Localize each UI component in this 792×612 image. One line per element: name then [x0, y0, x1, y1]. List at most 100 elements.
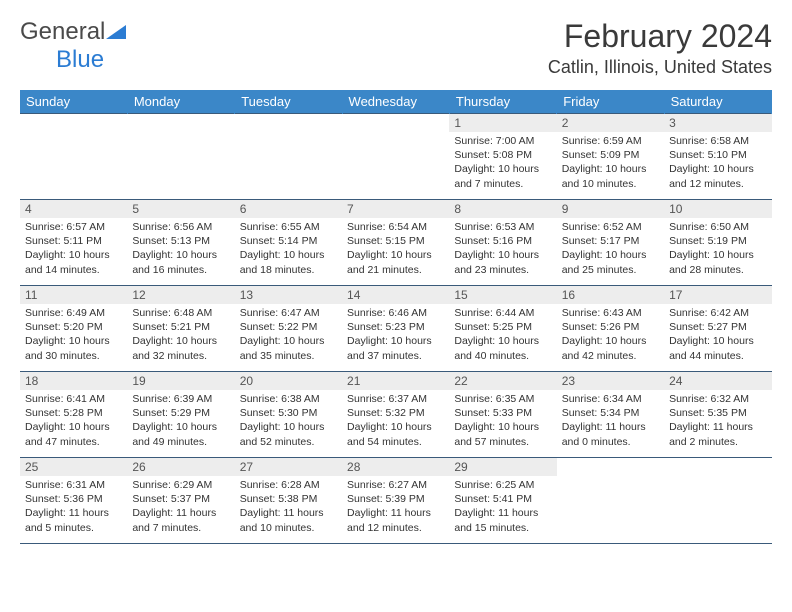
calendar-body: 1Sunrise: 7:00 AMSunset: 5:08 PMDaylight… [20, 114, 772, 544]
calendar-cell: 28Sunrise: 6:27 AMSunset: 5:39 PMDayligh… [342, 458, 449, 544]
logo: General Blue [20, 18, 126, 74]
day-number: 24 [664, 372, 771, 390]
day-data: Sunrise: 6:25 AMSunset: 5:41 PMDaylight:… [449, 476, 556, 539]
calendar-cell-empty [664, 458, 771, 544]
day-number: 16 [557, 286, 664, 304]
day-number: 3 [664, 114, 771, 132]
calendar-cell: 24Sunrise: 6:32 AMSunset: 5:35 PMDayligh… [664, 372, 771, 458]
day-data: Sunrise: 6:47 AMSunset: 5:22 PMDaylight:… [235, 304, 342, 367]
logo-triangle-icon [106, 23, 126, 39]
day-number: 4 [20, 200, 127, 218]
calendar-cell: 11Sunrise: 6:49 AMSunset: 5:20 PMDayligh… [20, 286, 127, 372]
day-data: Sunrise: 6:53 AMSunset: 5:16 PMDaylight:… [449, 218, 556, 281]
calendar-row: 25Sunrise: 6:31 AMSunset: 5:36 PMDayligh… [20, 458, 772, 544]
day-data: Sunrise: 6:39 AMSunset: 5:29 PMDaylight:… [127, 390, 234, 453]
day-number: 12 [127, 286, 234, 304]
day-data: Sunrise: 6:49 AMSunset: 5:20 PMDaylight:… [20, 304, 127, 367]
day-data: Sunrise: 6:56 AMSunset: 5:13 PMDaylight:… [127, 218, 234, 281]
calendar-cell: 15Sunrise: 6:44 AMSunset: 5:25 PMDayligh… [449, 286, 556, 372]
calendar-cell-empty [342, 114, 449, 200]
day-number: 2 [557, 114, 664, 132]
calendar-cell: 21Sunrise: 6:37 AMSunset: 5:32 PMDayligh… [342, 372, 449, 458]
day-number: 9 [557, 200, 664, 218]
day-data: Sunrise: 6:34 AMSunset: 5:34 PMDaylight:… [557, 390, 664, 453]
calendar-row: 4Sunrise: 6:57 AMSunset: 5:11 PMDaylight… [20, 200, 772, 286]
day-data: Sunrise: 6:52 AMSunset: 5:17 PMDaylight:… [557, 218, 664, 281]
day-number: 26 [127, 458, 234, 476]
calendar-cell-empty [557, 458, 664, 544]
calendar-row: 11Sunrise: 6:49 AMSunset: 5:20 PMDayligh… [20, 286, 772, 372]
day-number: 8 [449, 200, 556, 218]
calendar-cell: 10Sunrise: 6:50 AMSunset: 5:19 PMDayligh… [664, 200, 771, 286]
title-block: February 2024 Catlin, Illinois, United S… [548, 18, 772, 78]
calendar-row: 1Sunrise: 7:00 AMSunset: 5:08 PMDaylight… [20, 114, 772, 200]
calendar-row: 18Sunrise: 6:41 AMSunset: 5:28 PMDayligh… [20, 372, 772, 458]
day-data: Sunrise: 6:46 AMSunset: 5:23 PMDaylight:… [342, 304, 449, 367]
day-number: 17 [664, 286, 771, 304]
day-data: Sunrise: 6:50 AMSunset: 5:19 PMDaylight:… [664, 218, 771, 281]
calendar-cell: 3Sunrise: 6:58 AMSunset: 5:10 PMDaylight… [664, 114, 771, 200]
day-number: 22 [449, 372, 556, 390]
day-number: 5 [127, 200, 234, 218]
calendar-cell: 20Sunrise: 6:38 AMSunset: 5:30 PMDayligh… [235, 372, 342, 458]
weekday-header: Thursday [449, 90, 556, 114]
weekday-header: Wednesday [342, 90, 449, 114]
calendar-cell: 2Sunrise: 6:59 AMSunset: 5:09 PMDaylight… [557, 114, 664, 200]
day-number: 11 [20, 286, 127, 304]
day-data: Sunrise: 6:37 AMSunset: 5:32 PMDaylight:… [342, 390, 449, 453]
day-number: 29 [449, 458, 556, 476]
weekday-header: Friday [557, 90, 664, 114]
day-number: 7 [342, 200, 449, 218]
day-data: Sunrise: 6:54 AMSunset: 5:15 PMDaylight:… [342, 218, 449, 281]
month-title: February 2024 [548, 18, 772, 55]
calendar-cell: 9Sunrise: 6:52 AMSunset: 5:17 PMDaylight… [557, 200, 664, 286]
day-number: 13 [235, 286, 342, 304]
day-number: 23 [557, 372, 664, 390]
day-data: Sunrise: 6:35 AMSunset: 5:33 PMDaylight:… [449, 390, 556, 453]
calendar-cell: 25Sunrise: 6:31 AMSunset: 5:36 PMDayligh… [20, 458, 127, 544]
calendar-cell: 23Sunrise: 6:34 AMSunset: 5:34 PMDayligh… [557, 372, 664, 458]
day-number: 14 [342, 286, 449, 304]
calendar-cell: 14Sunrise: 6:46 AMSunset: 5:23 PMDayligh… [342, 286, 449, 372]
day-data: Sunrise: 6:28 AMSunset: 5:38 PMDaylight:… [235, 476, 342, 539]
calendar-cell: 27Sunrise: 6:28 AMSunset: 5:38 PMDayligh… [235, 458, 342, 544]
day-number: 6 [235, 200, 342, 218]
calendar-table: SundayMondayTuesdayWednesdayThursdayFrid… [20, 90, 772, 544]
weekday-header: Sunday [20, 90, 127, 114]
weekday-header: Monday [127, 90, 234, 114]
calendar-cell: 19Sunrise: 6:39 AMSunset: 5:29 PMDayligh… [127, 372, 234, 458]
day-number: 25 [20, 458, 127, 476]
day-number: 21 [342, 372, 449, 390]
calendar-cell: 1Sunrise: 7:00 AMSunset: 5:08 PMDaylight… [449, 114, 556, 200]
day-number: 20 [235, 372, 342, 390]
day-number: 1 [449, 114, 556, 132]
day-data: Sunrise: 6:41 AMSunset: 5:28 PMDaylight:… [20, 390, 127, 453]
day-number: 15 [449, 286, 556, 304]
calendar-cell-empty [127, 114, 234, 200]
calendar-cell: 8Sunrise: 6:53 AMSunset: 5:16 PMDaylight… [449, 200, 556, 286]
day-number: 28 [342, 458, 449, 476]
day-data: Sunrise: 6:58 AMSunset: 5:10 PMDaylight:… [664, 132, 771, 195]
day-data: Sunrise: 6:55 AMSunset: 5:14 PMDaylight:… [235, 218, 342, 281]
calendar-cell: 13Sunrise: 6:47 AMSunset: 5:22 PMDayligh… [235, 286, 342, 372]
weekday-header-row: SundayMondayTuesdayWednesdayThursdayFrid… [20, 90, 772, 114]
day-data: Sunrise: 6:59 AMSunset: 5:09 PMDaylight:… [557, 132, 664, 195]
day-data: Sunrise: 6:44 AMSunset: 5:25 PMDaylight:… [449, 304, 556, 367]
logo-word-1: General [20, 18, 105, 45]
day-data: Sunrise: 6:31 AMSunset: 5:36 PMDaylight:… [20, 476, 127, 539]
header: General Blue February 2024 Catlin, Illin… [20, 18, 772, 78]
logo-word-2: Blue [56, 46, 104, 73]
calendar-cell: 29Sunrise: 6:25 AMSunset: 5:41 PMDayligh… [449, 458, 556, 544]
day-data: Sunrise: 6:42 AMSunset: 5:27 PMDaylight:… [664, 304, 771, 367]
calendar-cell: 6Sunrise: 6:55 AMSunset: 5:14 PMDaylight… [235, 200, 342, 286]
calendar-cell: 26Sunrise: 6:29 AMSunset: 5:37 PMDayligh… [127, 458, 234, 544]
calendar-cell-empty [235, 114, 342, 200]
calendar-cell: 4Sunrise: 6:57 AMSunset: 5:11 PMDaylight… [20, 200, 127, 286]
day-data: Sunrise: 6:57 AMSunset: 5:11 PMDaylight:… [20, 218, 127, 281]
calendar-cell: 5Sunrise: 6:56 AMSunset: 5:13 PMDaylight… [127, 200, 234, 286]
weekday-header: Saturday [664, 90, 771, 114]
location: Catlin, Illinois, United States [548, 57, 772, 78]
day-data: Sunrise: 7:00 AMSunset: 5:08 PMDaylight:… [449, 132, 556, 195]
day-number: 19 [127, 372, 234, 390]
day-number: 27 [235, 458, 342, 476]
